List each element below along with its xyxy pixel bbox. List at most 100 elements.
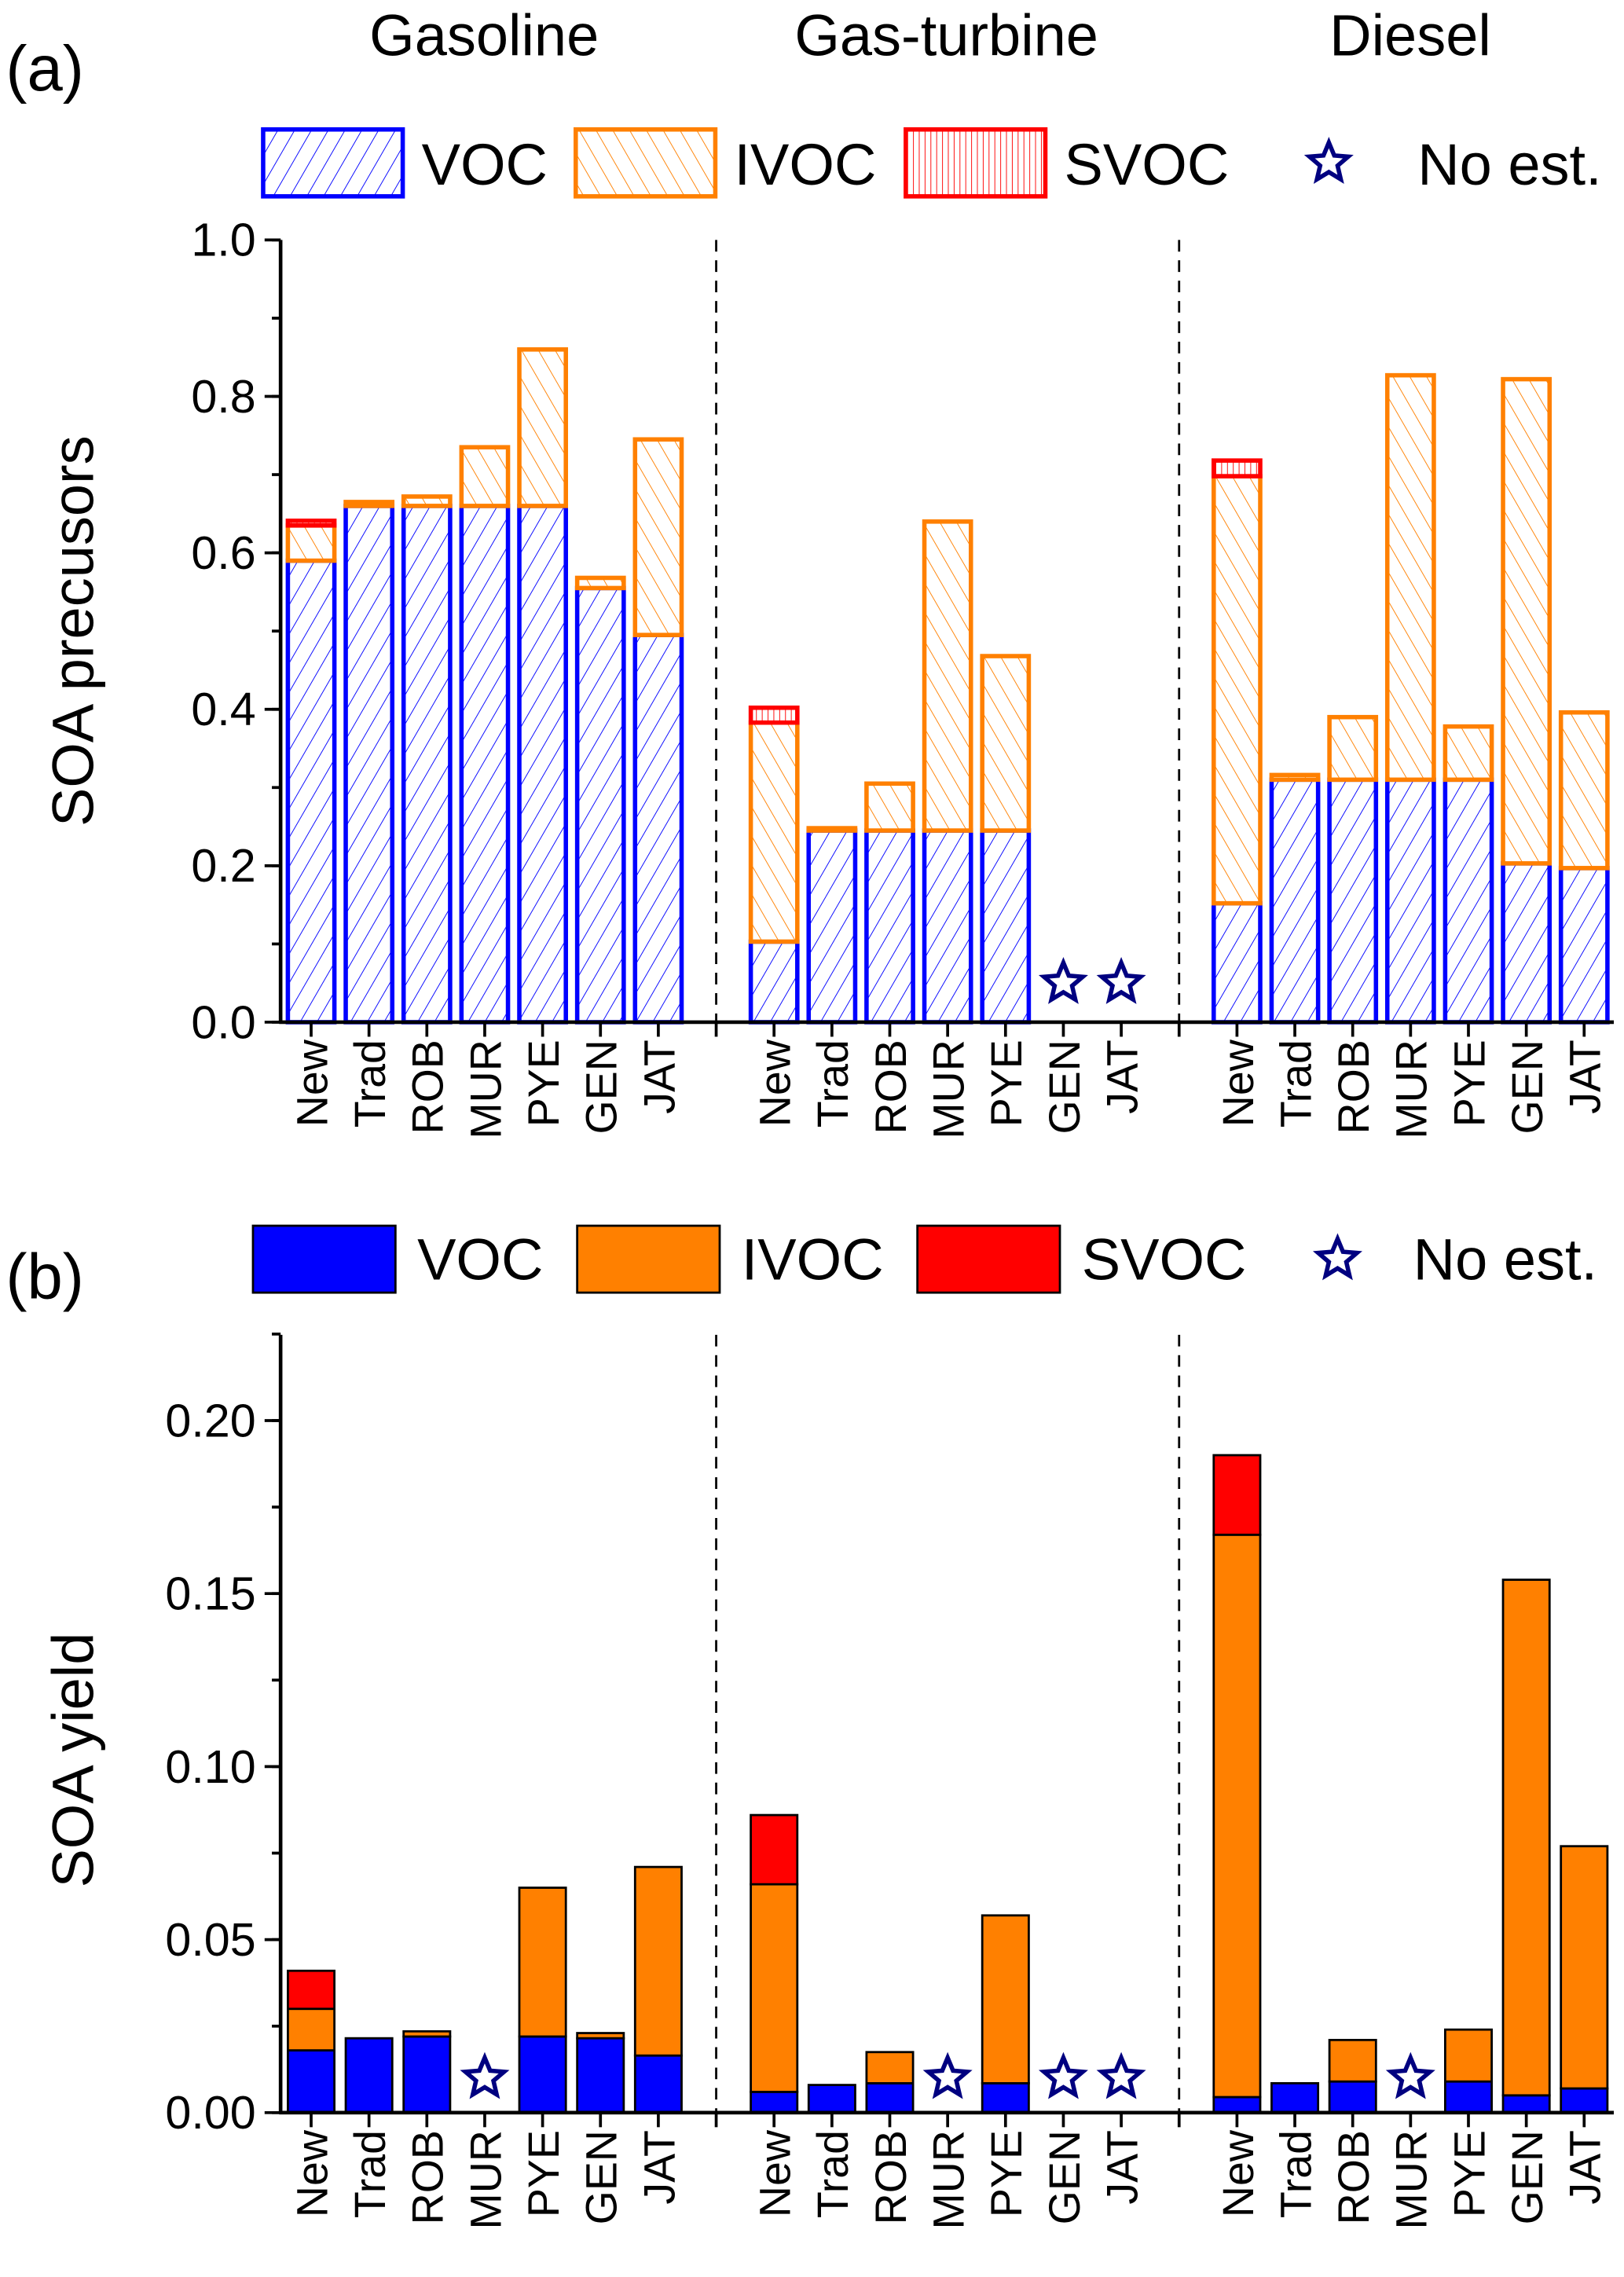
bar-voc-gasoline-pye [517,504,568,1025]
x-tick-label: PYE [982,1040,1031,1127]
bar-voc-diesel-rob [1328,2080,1377,2114]
bar-ivoc-diesel-gen [1501,1578,1551,2097]
bar-voc-gas-turbine-trad [807,2084,856,2114]
y-tick-label: 0.6 [191,526,255,579]
bar-voc-gasoline-gen [574,585,626,1025]
x-tick-label: New [288,1039,336,1127]
x-tick-label: ROB [1329,2130,1378,2224]
bar-ivoc-diesel-pye [1444,2028,1493,2083]
y-tick-label: 0.05 [165,1913,255,1966]
x-tick-label: JAT [635,1040,684,1114]
bar-voc-gasoline-trad [343,504,395,1025]
bar-voc-diesel-new [1212,900,1263,1025]
bar-svoc-diesel-new [1212,1454,1262,1536]
bar-ivoc-gas-turbine-rob [865,2051,915,2084]
bar-voc-gas-turbine-pye [980,828,1032,1025]
panel-label-b: (b) [5,1241,83,1313]
bar-ivoc-gasoline-mur [459,445,511,508]
bar-voc-diesel-gen [1501,2094,1551,2114]
group-titles: Gasoline Gas-turbine Diesel [369,2,1491,68]
legend-swatch-svoc [916,1224,1061,1294]
x-tick-label: JAT [1098,1040,1146,1114]
bar-ivoc-diesel-new [1212,474,1263,906]
y-axis-label: SOA precusors [40,435,105,827]
x-tick-label: New [1214,2129,1263,2217]
bar-ivoc-diesel-pye [1443,724,1494,783]
y-tick-label: 0.10 [165,1740,255,1793]
bar-voc-gas-turbine-mur [922,828,973,1025]
legend-label-ivoc: IVOC [734,132,876,197]
bar-voc-gasoline-rob [402,2035,452,2114]
bar-voc-gasoline-trad [344,2037,394,2114]
bar-voc-gas-turbine-rob [864,828,915,1025]
y-tick-label: 0.4 [191,683,255,735]
bar-voc-diesel-rob [1327,777,1379,1025]
bar-ivoc-gasoline-jat [632,437,684,637]
y-axis-label: SOA yield [40,1633,105,1888]
x-tick-label: Trad [1271,2130,1320,2218]
legend-label-voc: VOC [417,1226,543,1292]
x-tick-label: GEN [1503,2130,1552,2224]
bar-voc-gasoline-pye [518,2035,567,2114]
legend-swatch-ivoc [576,1224,721,1294]
bar-ivoc-gasoline-rob [401,494,453,508]
bar-voc-gasoline-jat [633,2054,683,2114]
legend-label-no-est: No est. [1417,132,1601,197]
bar-voc-diesel-pye [1443,777,1494,1025]
bar-voc-gas-turbine-new [748,939,800,1025]
legend-swatch-voc [261,126,405,199]
bar-ivoc-diesel-jat [1560,1845,1609,2090]
x-tick-label: New [751,1039,800,1127]
x-tick-label: New [751,2129,800,2217]
x-tick-label: MUR [925,1040,973,1138]
panel-a-plot: New Trad ROB MUR PYE GEN JAT New Trad ROB MUR PYE GE… [40,214,1615,1139]
no-estimate-star [1038,2052,1088,2099]
no-estimate-star [1312,1233,1362,1281]
bar-ivoc-gasoline-pye [518,1886,567,2038]
bar-ivoc-gasoline-new [285,523,337,563]
bar-ivoc-gasoline-gen [574,575,626,591]
x-tick-label: ROB [404,2130,453,2224]
bar-ivoc-gasoline-jat [633,1865,683,2057]
y-tick-label: 1.0 [191,214,255,266]
x-tick-label: ROB [1329,1040,1378,1134]
bar-ivoc-gasoline-rob [402,2030,452,2038]
bar-voc-diesel-pye [1444,2080,1493,2114]
x-tick-label: PYE [519,2130,568,2217]
bar-ivoc-gasoline-trad [343,500,395,508]
bar-voc-gas-turbine-new [750,2091,799,2114]
star-outline-icon [1312,1233,1362,1281]
panel-b-plot: New Trad ROB MUR PYE GEN JAT New Trad ROB MUR PYE GE… [40,1333,1615,2229]
panel-label-a: (a) [5,33,83,104]
bar-ivoc-diesel-mur [1384,372,1436,783]
legend-swatch-ivoc [574,126,718,199]
bar-ivoc-gas-turbine-new [748,720,800,944]
bar-svoc-diesel-new [1212,458,1263,478]
y-tick-label: 0.2 [191,839,255,892]
bar-voc-gas-turbine-pye [981,2082,1030,2114]
x-tick-label: MUR [1388,2130,1436,2229]
y-tick-label: 0.20 [165,1394,255,1446]
bar-ivoc-gas-turbine-trad [806,826,858,833]
bar-voc-gas-turbine-trad [806,828,858,1025]
legend-b: VOC IVOC SVOC No est. [251,1224,1597,1294]
bar-voc-diesel-gen [1501,861,1553,1025]
bar-ivoc-diesel-trad [1269,772,1321,783]
x-tick-label: Trad [808,2130,857,2218]
bar-svoc-gasoline-new [285,519,337,528]
bar-svoc-gasoline-new [287,1969,336,2011]
y-tick-label: 0.15 [165,1568,255,1620]
bar-ivoc-gasoline-gen [576,2032,625,2040]
bar-voc-gasoline-gen [576,2037,625,2114]
bar-ivoc-diesel-jat [1558,710,1610,871]
bar-ivoc-gas-turbine-pye [981,1914,1030,2084]
star-outline-icon [1303,137,1354,185]
bar-voc-diesel-jat [1558,866,1610,1025]
bar-ivoc-gasoline-pye [517,346,568,508]
x-tick-label: New [288,2129,336,2217]
x-tick-label: GEN [1040,2130,1089,2224]
x-tick-label: ROB [404,1040,453,1134]
x-tick-label: GEN [577,2130,626,2224]
x-tick-label: JAT [1098,2130,1146,2205]
